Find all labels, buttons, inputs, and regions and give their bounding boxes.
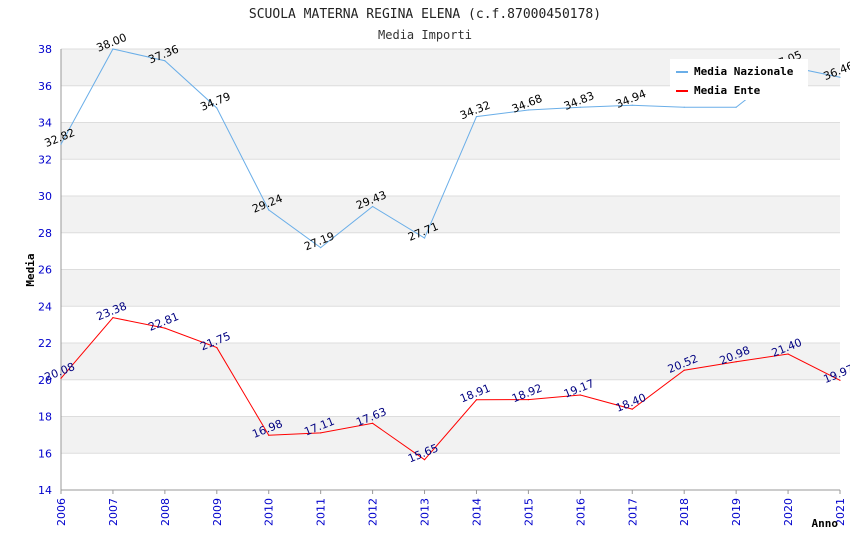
data-point-media-ente	[164, 327, 166, 329]
data-point-media-ente	[683, 369, 685, 371]
data-point-media-nazionale	[839, 76, 841, 78]
data-point-media-nazionale	[579, 106, 581, 108]
y-tick-label: 16	[38, 447, 52, 460]
x-tick-label: 2014	[470, 498, 483, 526]
x-tick-label: 2006	[55, 498, 68, 526]
data-point-media-nazionale	[372, 205, 374, 208]
series-line-media-ente	[60, 317, 841, 461]
x-tick-label: 2019	[730, 498, 743, 526]
x-tick-label: 2007	[107, 498, 120, 526]
data-point-media-nazionale	[735, 106, 737, 108]
legend-label-media-nazionale: Media Nazionale	[694, 65, 794, 78]
y-tick-label: 34	[38, 117, 52, 130]
x-tick-label: 2020	[782, 498, 795, 526]
data-point-media-ente	[216, 346, 218, 349]
x-tick-label: 2021	[834, 498, 847, 526]
plot-band	[61, 416, 840, 454]
series-line-media-nazionale	[60, 48, 841, 249]
x-tick-label: 2009	[211, 498, 224, 526]
data-point-media-ente	[839, 379, 841, 381]
axes	[60, 49, 840, 491]
legend-box	[670, 59, 808, 100]
data-point-media-nazionale	[631, 104, 633, 106]
plot-band	[61, 343, 840, 380]
y-tick-label: 36	[38, 80, 52, 93]
legend: Media Nazionale Media Ente	[670, 59, 808, 100]
chart-subtitle: Media Importi	[378, 28, 472, 42]
data-point-media-ente	[475, 399, 478, 401]
y-axis-ticks: 14 16 18 20 22 24 26 28 30 32 34 36 38	[38, 43, 52, 497]
chart-title: SCUOLA MATERNA REGINA ELENA (c.f.8700045…	[249, 7, 601, 22]
plot-band	[61, 379, 840, 417]
plot-band	[61, 196, 840, 233]
data-point-media-nazionale	[60, 143, 62, 145]
data-point-media-nazionale	[164, 60, 166, 62]
x-tick-label: 2011	[315, 498, 328, 526]
plot-band	[61, 232, 840, 270]
data-point-media-ente	[320, 432, 322, 434]
y-tick-label: 22	[38, 337, 52, 350]
plot-background	[61, 49, 840, 490]
plot-band	[61, 453, 840, 490]
data-point-media-ente	[372, 422, 374, 424]
data-point-media-nazionale	[268, 209, 270, 211]
data-point-media-nazionale	[527, 109, 530, 111]
y-tick-label: 14	[38, 484, 52, 497]
data-point-media-ente	[631, 408, 633, 410]
data-point-media-ente	[423, 459, 426, 461]
data-point-media-ente	[268, 434, 270, 436]
data-point-media-ente	[112, 317, 114, 319]
y-tick-label: 26	[38, 264, 52, 277]
legend-label-media-ente: Media Ente	[694, 84, 761, 97]
y-tick-label: 24	[38, 300, 52, 313]
y-axis-label: Media	[24, 253, 37, 286]
data-point-media-nazionale	[320, 247, 322, 249]
x-tick-label: 2015	[522, 498, 535, 526]
series-lines	[60, 48, 841, 461]
data-point-media-nazionale	[423, 237, 426, 239]
data-point-media-ente	[527, 398, 530, 401]
x-tick-label: 2016	[574, 498, 587, 526]
x-tick-label: 2010	[263, 498, 276, 526]
plot-band	[61, 122, 840, 160]
x-tick-label: 2018	[678, 498, 691, 526]
y-tick-label: 30	[38, 190, 52, 203]
data-point-media-ente	[735, 361, 737, 363]
y-tick-label: 18	[38, 411, 52, 424]
data-point-media-nazionale	[475, 116, 478, 118]
data-point-media-ente	[579, 394, 581, 396]
y-tick-label: 28	[38, 227, 52, 240]
plot-band	[61, 306, 840, 343]
data-point-media-ente	[787, 353, 789, 355]
y-tick-label: 32	[38, 153, 52, 166]
plot-band	[61, 269, 840, 307]
y-tick-label: 20	[38, 374, 52, 387]
data-point-media-nazionale	[112, 48, 114, 50]
x-tick-label: 2008	[159, 498, 172, 526]
x-tick-label: 2017	[626, 498, 639, 526]
x-tick-label: 2013	[419, 498, 432, 526]
data-point-media-nazionale	[683, 106, 685, 108]
x-tick-label: 2012	[367, 498, 380, 526]
x-axis-ticks: 2006 2007 2008 2009 2010 2011 2012 2013 2014 2015…	[55, 490, 847, 526]
data-point-media-ente	[60, 377, 62, 379]
x-axis-label: Anno	[812, 517, 839, 530]
data-point-media-nazionale	[216, 107, 218, 109]
y-tick-label: 38	[38, 43, 52, 56]
